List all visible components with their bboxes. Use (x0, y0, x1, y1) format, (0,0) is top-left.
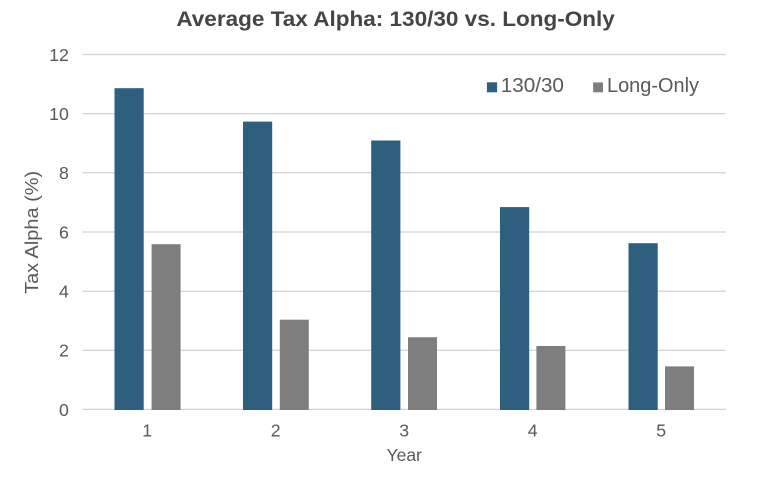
svg-text:10: 10 (49, 104, 69, 124)
svg-text:Average Tax Alpha: 130/30 vs.: Average Tax Alpha: 130/30 vs. Long-Only (176, 6, 615, 31)
svg-text:Tax Alpha (%): Tax Alpha (%) (22, 171, 42, 294)
svg-text:0: 0 (59, 400, 69, 420)
svg-text:12: 12 (49, 45, 69, 65)
svg-text:2: 2 (271, 420, 281, 440)
svg-text:6: 6 (59, 222, 69, 242)
svg-text:8: 8 (59, 163, 69, 183)
svg-text:130/30: 130/30 (501, 75, 564, 97)
svg-text:2: 2 (59, 341, 69, 361)
svg-text:Year: Year (387, 445, 423, 465)
svg-text:3: 3 (399, 420, 409, 440)
svg-text:4: 4 (59, 282, 69, 302)
svg-text:Long-Only: Long-Only (607, 75, 700, 97)
svg-text:1: 1 (142, 420, 152, 440)
svg-text:5: 5 (656, 420, 666, 440)
svg-text:4: 4 (528, 420, 538, 440)
